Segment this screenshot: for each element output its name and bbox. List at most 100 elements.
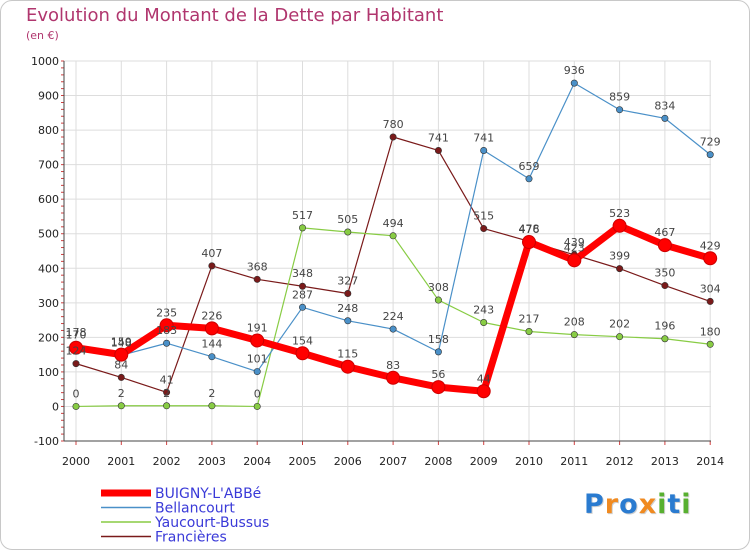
data-label: 659 (519, 160, 540, 173)
y-tick-label: 700 (38, 159, 59, 172)
logo-letter: t (667, 489, 682, 520)
data-label: 235 (156, 306, 177, 319)
legend-label: Francières (155, 530, 227, 546)
data-point (250, 333, 265, 348)
data-point (253, 368, 261, 376)
data-point (525, 327, 533, 335)
data-point (434, 296, 442, 304)
data-label: 226 (201, 309, 222, 322)
data-label: 423 (564, 241, 585, 254)
data-point (567, 253, 582, 268)
data-point (525, 175, 533, 183)
data-point (163, 402, 171, 410)
data-point (208, 262, 216, 270)
x-tick-label: 2002 (153, 455, 181, 468)
logo-letter: x (638, 489, 658, 520)
data-label: 308 (428, 281, 449, 294)
data-point (706, 297, 714, 305)
data-label: 243 (473, 304, 494, 317)
y-tick-label: 600 (38, 193, 59, 206)
data-point (706, 151, 714, 159)
data-label: 350 (654, 267, 675, 280)
data-point (570, 331, 578, 339)
data-point (661, 335, 669, 343)
data-label: 196 (654, 320, 675, 333)
x-tick-label: 2001 (107, 455, 135, 468)
data-point (117, 402, 125, 410)
data-point (570, 79, 578, 87)
data-label: 287 (292, 288, 313, 301)
data-point (253, 275, 261, 283)
data-label: 478 (519, 222, 540, 235)
data-point (522, 235, 536, 250)
x-tick-label: 2007 (379, 455, 407, 468)
data-label: 217 (519, 312, 540, 325)
data-label: 494 (383, 217, 404, 230)
data-point (480, 319, 488, 327)
data-labels: 124 84 41 407 368 348 327 780 741 515 478 439 399 350… (66, 64, 721, 400)
data-label: 2 (118, 387, 125, 400)
legend: BUIGNY-L'ABBéBellancourtYaucourt-BussusF… (101, 486, 269, 546)
x-tick-label: 2008 (424, 455, 452, 468)
data-point (657, 238, 672, 253)
chart-title: Evolution du Montant de la Dette par Hab… (26, 5, 444, 26)
data-point (69, 340, 83, 355)
y-tick-label: 1000 (31, 55, 59, 68)
data-point (612, 218, 627, 233)
y-tick-label: 800 (38, 124, 59, 137)
data-point (386, 370, 401, 385)
y-tick-label: 100 (38, 366, 59, 379)
data-point (253, 402, 261, 410)
data-point (476, 384, 491, 399)
data-label: 834 (654, 99, 675, 112)
x-tick-label: 2006 (334, 455, 362, 468)
axes: -100010020030040050060070080090010002000… (31, 55, 724, 468)
data-label: 202 (609, 318, 630, 331)
x-tick-label: 2005 (289, 455, 317, 468)
data-label: 101 (247, 353, 268, 366)
data-label: 83 (386, 359, 400, 372)
data-point (434, 348, 442, 356)
data-point (344, 317, 352, 325)
data-label: 505 (337, 213, 358, 226)
data-label: 523 (609, 207, 630, 220)
data-label: 144 (201, 338, 222, 351)
proxiti-logo: Proxiti (584, 489, 692, 520)
data-label: 429 (700, 239, 721, 252)
data-label: 191 (247, 321, 268, 334)
data-label: 348 (292, 267, 313, 280)
x-tick-label: 2010 (515, 455, 543, 468)
data-label: 407 (201, 247, 222, 260)
data-point (661, 114, 669, 122)
data-label: 399 (609, 250, 630, 263)
data-point (208, 402, 216, 410)
data-point (616, 106, 624, 114)
data-point (616, 333, 624, 341)
x-tick-label: 2011 (560, 455, 588, 468)
y-tick-label: 0 (52, 400, 59, 413)
x-tick-label: 2003 (198, 455, 226, 468)
data-label: 729 (700, 136, 721, 149)
data-point (480, 225, 488, 233)
data-label: 304 (700, 282, 721, 295)
data-point (298, 282, 306, 290)
x-tick-label: 2012 (606, 455, 634, 468)
data-point (344, 289, 352, 297)
data-label: 41 (160, 373, 174, 386)
data-label: 517 (292, 209, 313, 222)
data-label: 154 (292, 334, 313, 347)
gridlines (64, 60, 711, 442)
data-label: 115 (337, 348, 358, 361)
data-label: 183 (156, 324, 177, 337)
data-label: 2 (208, 387, 215, 400)
data-point (340, 359, 355, 374)
data-point (706, 340, 714, 348)
x-tick-label: 2004 (243, 455, 271, 468)
data-label: 741 (473, 131, 494, 144)
data-label: 248 (337, 302, 358, 315)
chart-unit: (en €) (26, 29, 59, 42)
data-label: 327 (337, 274, 358, 287)
data-point (344, 228, 352, 236)
